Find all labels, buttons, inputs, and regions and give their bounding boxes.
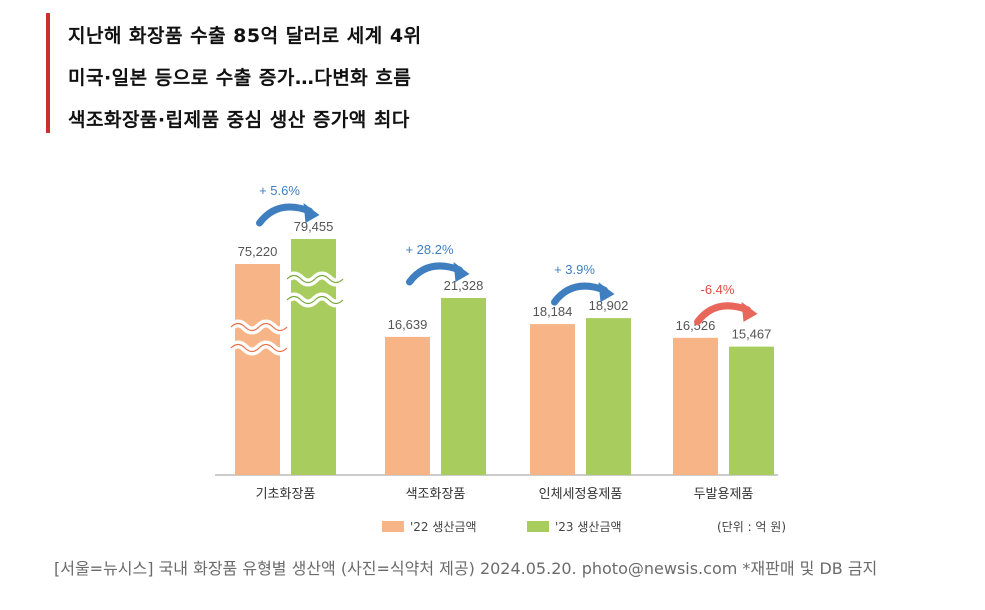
value-label-2022-3: 16,526 xyxy=(676,318,716,333)
bar-2022-3 xyxy=(673,337,718,475)
axis-break-mark-2 xyxy=(286,274,344,284)
legend-label-2022: '22 생산금액 xyxy=(410,520,477,534)
headline-3: 색조화장품·립제품 중심 생산 증가액 최다 xyxy=(68,109,410,131)
change-arrow-head-3 xyxy=(741,301,758,322)
value-label-2023-0: 79,455 xyxy=(294,219,334,234)
unit-label: (단위 : 억 원) xyxy=(717,520,786,534)
legend-label-2023: '23 생산금액 xyxy=(555,520,622,534)
axis-break-mark-0 xyxy=(230,322,288,332)
value-label-2022-2: 18,184 xyxy=(533,304,573,319)
category-label-0: 기초화장품 xyxy=(256,487,316,502)
axis-break-mark-3 xyxy=(286,295,344,305)
axis-break-mark-1 xyxy=(230,343,288,353)
value-label-2022-0: 75,220 xyxy=(238,244,278,259)
legend-swatch-2022 xyxy=(382,521,404,532)
change-label-1: + 28.2% xyxy=(405,242,454,257)
legend-swatch-2023 xyxy=(527,521,549,532)
bar-2022-0 xyxy=(235,264,280,475)
value-label-2023-2: 18,902 xyxy=(589,298,629,313)
change-label-0: + 5.6% xyxy=(259,183,300,198)
bar-2023-2 xyxy=(586,318,631,475)
category-label-1: 색조화장품 xyxy=(406,487,466,502)
photo-caption: [서울=뉴시스] 국내 화장품 유형별 생산액 (사진=식약처 제공) 2024… xyxy=(54,559,878,578)
headline-2: 미국·일본 등으로 수출 증가…다변화 흐름 xyxy=(68,67,412,89)
change-arrow-head-1 xyxy=(453,261,470,282)
bar-chart: 75,220 79,455 + 5.6% 기초화장품 16,639 21,328 + 28.… xyxy=(215,183,786,534)
change-arrow-head-0 xyxy=(303,203,320,223)
value-label-2023-1: 21,328 xyxy=(444,278,484,293)
change-label-2: + 3.9% xyxy=(554,262,595,277)
bar-2022-2 xyxy=(530,324,575,475)
headline-block: 지난해 화장품 수출 85억 달러로 세계 4위 미국·일본 등으로 수출 증가… xyxy=(46,13,570,133)
value-label-2023-3: 15,467 xyxy=(732,327,772,342)
headline-1: 지난해 화장품 수출 85억 달러로 세계 4위 xyxy=(68,25,422,47)
change-arrow-head-2 xyxy=(598,282,615,303)
category-label-2: 인체세정용제품 xyxy=(539,487,623,502)
value-label-2022-1: 16,639 xyxy=(388,317,428,332)
category-label-3: 두발용제품 xyxy=(694,487,754,502)
bar-2023-1 xyxy=(441,297,486,475)
bar-2023-3 xyxy=(729,346,774,475)
bar-2022-1 xyxy=(385,336,430,475)
change-label-3: -6.4% xyxy=(701,282,735,297)
